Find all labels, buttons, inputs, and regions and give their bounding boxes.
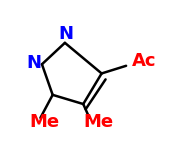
Text: Ac: Ac [132,52,157,70]
Text: N: N [27,54,42,72]
Text: Me: Me [30,113,60,131]
Text: Me: Me [83,113,113,131]
Text: N: N [58,25,73,43]
